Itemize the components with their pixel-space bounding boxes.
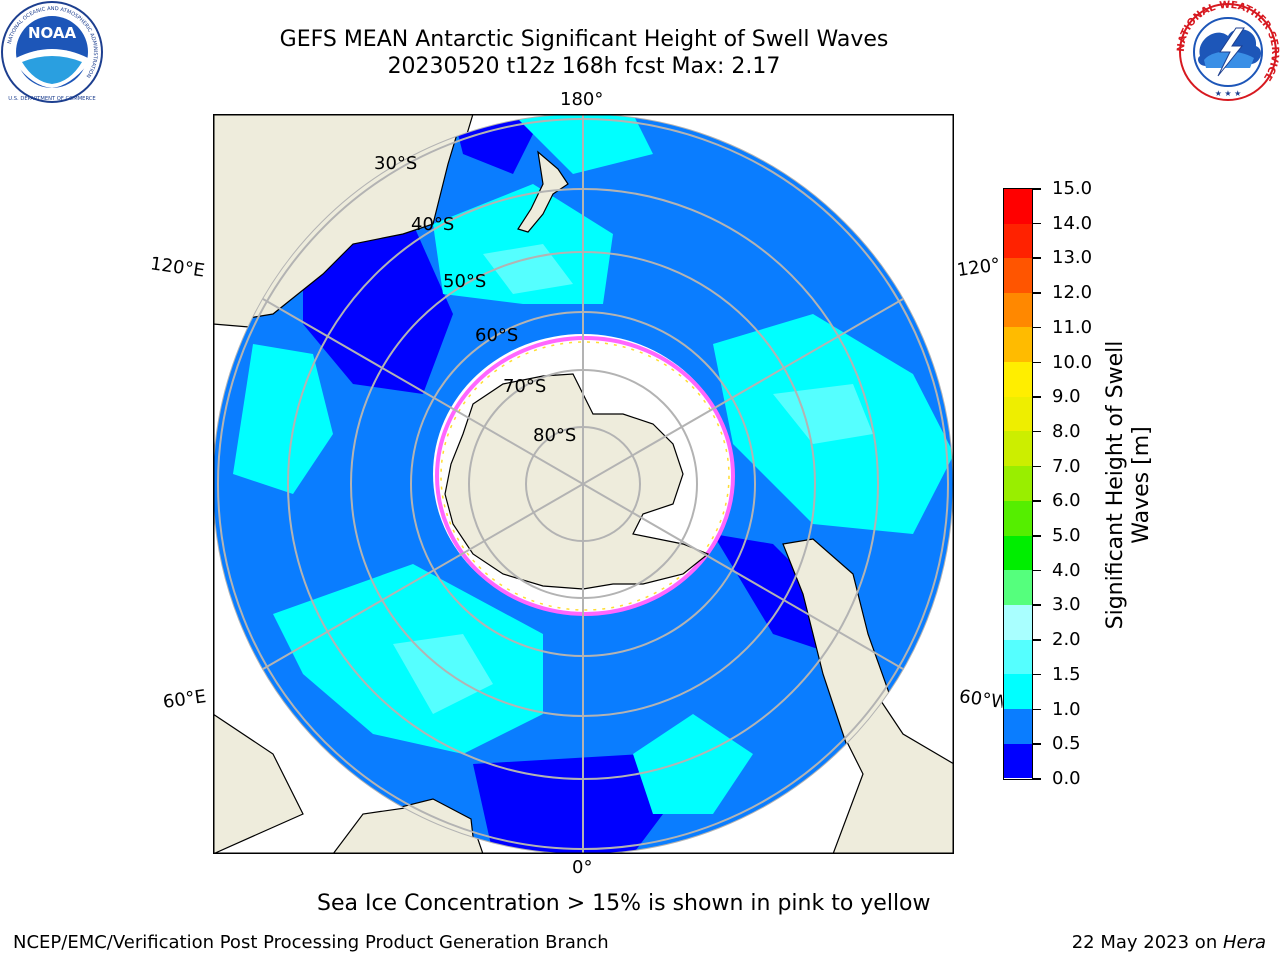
lon-label-180: 180° xyxy=(560,89,604,110)
colorbar-tick-label: 1.5 xyxy=(1052,663,1081,685)
colorbar-segment xyxy=(1004,743,1032,779)
colorbar-segment xyxy=(1004,326,1032,363)
colorbar-title: Significant Height of Swell Waves [m] xyxy=(1103,325,1155,645)
colorbar-tick xyxy=(1033,569,1041,572)
colorbar-tick-label: 14.0 xyxy=(1052,212,1093,234)
colorbar-tick-label: 3.0 xyxy=(1052,594,1081,616)
antarctica xyxy=(444,373,710,590)
colorbar-tick xyxy=(1033,535,1041,537)
colorbar-tick-label: 6.0 xyxy=(1052,490,1081,512)
lon-label-0: 0° xyxy=(572,857,593,878)
colorbar-tick-label: 0.0 xyxy=(1052,768,1081,789)
colorbar-tick xyxy=(1033,292,1041,294)
footer-producer: NCEP/EMC/Verification Post Processing Pr… xyxy=(13,932,609,953)
colorbar-segment xyxy=(1004,569,1032,605)
footer-date-text: 22 May 2023 on xyxy=(1071,932,1223,953)
colorbar-tick-label: 10.0 xyxy=(1052,351,1093,373)
noaa-logo-text: NOAA xyxy=(28,24,77,42)
colorbar-tick xyxy=(1033,604,1041,606)
colorbar-tick xyxy=(1033,222,1041,225)
colorbar-tick xyxy=(1033,361,1041,364)
footer-machine: Hera xyxy=(1222,932,1266,953)
colorbar-segment xyxy=(1004,465,1032,501)
lon-label-120e: 120°E xyxy=(148,253,206,282)
colorbar-tick-label: 13.0 xyxy=(1052,247,1093,269)
colorbar-tick xyxy=(1033,396,1041,398)
graticule xyxy=(217,114,949,854)
swell-1.5-2.0-regions xyxy=(393,244,873,714)
chart-title-line-2: 20230520 t12z 168h fcst Max: 2.17 xyxy=(387,54,781,79)
colorbar-tick xyxy=(1033,257,1041,259)
colorbar-tick-label: 0.5 xyxy=(1052,733,1081,755)
colorbar-segment xyxy=(1004,500,1032,536)
colorbar-tick-label: 15.0 xyxy=(1052,178,1093,199)
colorbar-tick xyxy=(1033,500,1041,502)
colorbar-tick xyxy=(1033,743,1041,745)
colorbar-segment xyxy=(1004,189,1032,225)
lat-label-60s: 60°S xyxy=(475,325,518,346)
colorbar-tick-label: 1.0 xyxy=(1052,698,1081,720)
colorbar xyxy=(1003,188,1033,780)
lat-label-70s: 70°S xyxy=(503,376,546,397)
colorbar-segment xyxy=(1004,708,1032,744)
colorbar-segment xyxy=(1004,639,1032,675)
colorbar-tick xyxy=(1033,778,1041,780)
sea-ice-caption: Sea Ice Concentration > 15% is shown in … xyxy=(317,891,931,916)
noaa-logo: NOAA NATIONAL OCEANIC AND ATMOSPHERIC AD… xyxy=(1,1,103,103)
polar-map: 30°S 40°S 50°S 60°S 70°S 80°S xyxy=(213,114,954,854)
colorbar-tick xyxy=(1033,465,1041,468)
colorbar-tick-label: 9.0 xyxy=(1052,386,1081,408)
map-frame-border xyxy=(213,114,954,854)
footer-date: 22 May 2023 on Hera xyxy=(1072,932,1266,954)
colorbar-tick xyxy=(1033,326,1041,329)
colorbar-segment xyxy=(1004,673,1032,710)
colorbar-tick xyxy=(1033,639,1041,641)
lon-label-60w: 60°W xyxy=(957,687,1005,713)
colorbar-title-line-2: Waves [m] xyxy=(1129,426,1154,544)
lat-label-30s: 30°S xyxy=(374,153,417,174)
colorbar-segment xyxy=(1004,535,1032,571)
lon-label-60e: 60°E xyxy=(161,686,208,713)
colorbar-tick-label: 7.0 xyxy=(1052,455,1081,477)
noaa-bottom-text: U.S. DEPARTMENT OF COMMERCE xyxy=(8,96,95,102)
colorbar-tick-label: 8.0 xyxy=(1052,420,1081,442)
lat-label-50s: 50°S xyxy=(443,271,486,292)
colorbar-segment xyxy=(1004,396,1032,432)
colorbar-segment xyxy=(1004,292,1032,328)
lat-label-40s: 40°S xyxy=(411,214,454,235)
sea-ice-edge-yellow xyxy=(440,341,730,611)
nws-stars: ★ ★ ★ xyxy=(1215,89,1242,98)
colorbar-tick xyxy=(1033,708,1041,711)
colorbar-tick xyxy=(1033,188,1041,190)
colorbar-tick-label: 5.0 xyxy=(1052,525,1081,547)
nws-logo: NATIONAL WEATHER SERVICE ★ ★ ★ xyxy=(1176,0,1280,101)
colorbar-tick-label: 2.0 xyxy=(1052,629,1081,651)
sea-ice-edge-pink xyxy=(435,336,735,616)
chart-title-line-1: GEFS MEAN Antarctic Significant Height o… xyxy=(279,27,889,52)
colorbar-tick-label: 11.0 xyxy=(1052,316,1093,338)
lon-label-120w: 120° xyxy=(955,254,1002,282)
colorbar-segment xyxy=(1004,430,1032,467)
colorbar-title-line-1: Significant Height of Swell xyxy=(1103,340,1128,630)
colorbar-tick-label: 12.0 xyxy=(1052,282,1093,304)
colorbar-tick xyxy=(1033,430,1041,433)
colorbar-segment xyxy=(1004,361,1032,397)
lat-label-80s: 80°S xyxy=(533,425,576,446)
colorbar-segment xyxy=(1004,257,1032,293)
colorbar-tick xyxy=(1033,673,1041,676)
colorbar-tick-label: 4.0 xyxy=(1052,559,1081,581)
colorbar-segment xyxy=(1004,604,1032,640)
colorbar-segment xyxy=(1004,222,1032,258)
